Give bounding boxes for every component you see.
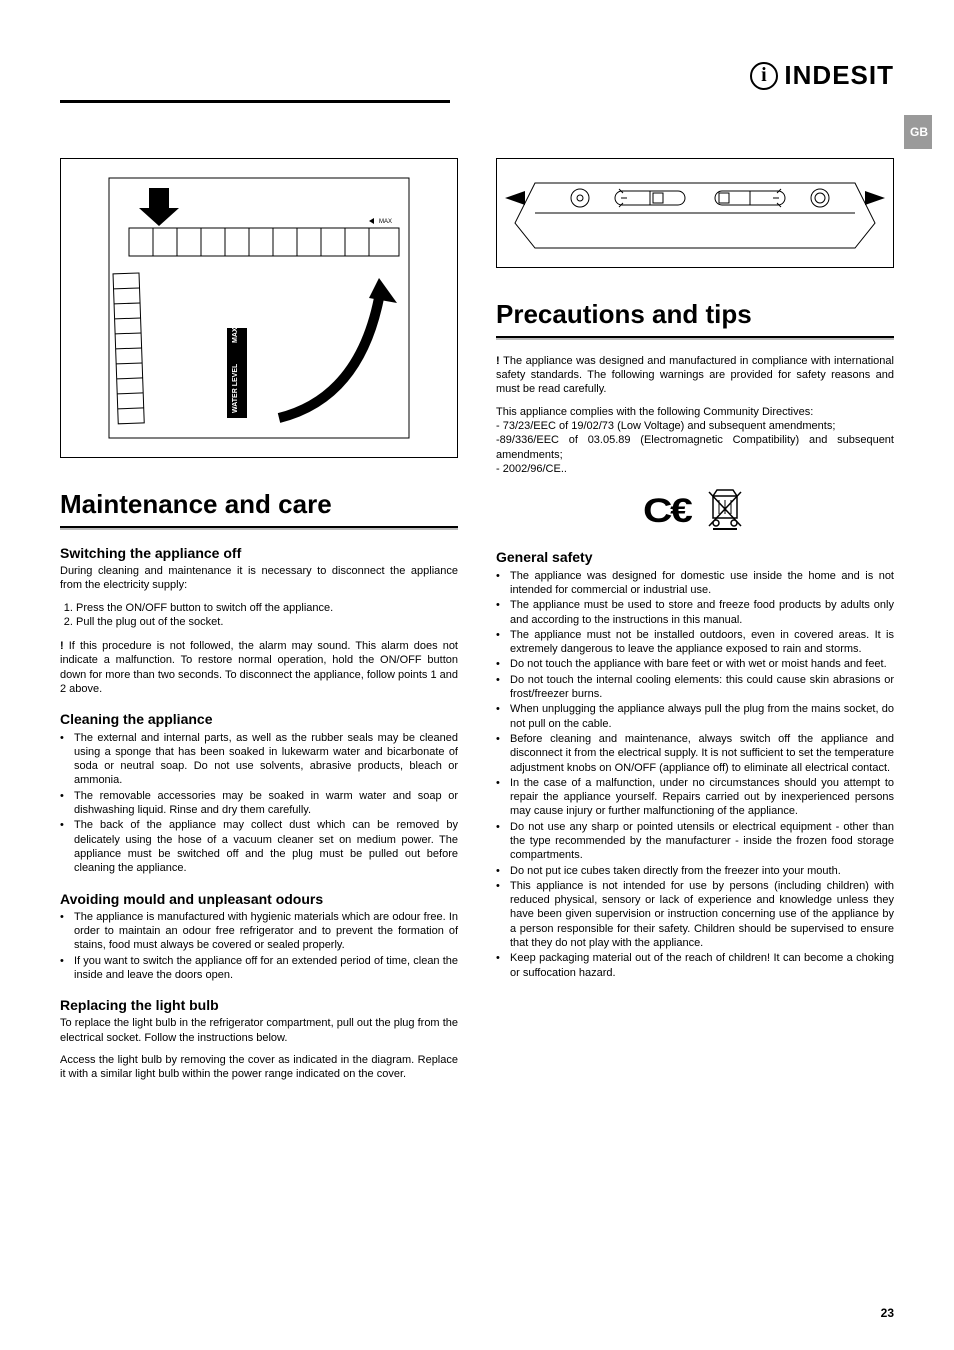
cleaning-item: The back of the appliance may collect du… [60,818,458,875]
general-safety-item: When unplugging the appliance always pul… [496,702,894,731]
top-rule [60,100,450,103]
ice-tray-svg: WATER LEVEL MAX MAX [79,168,439,448]
weee-icon [707,488,743,534]
svg-text:WATER LEVEL: WATER LEVEL [232,363,239,413]
bulb-heading: Replacing the light bulb [60,996,458,1014]
ice-tray-diagram: WATER LEVEL MAX MAX [60,158,458,458]
general-safety-item: Keep packaging material out of the reach… [496,951,894,980]
language-tab: GB [904,115,932,149]
odours-item: The appliance is manufactured with hygie… [60,910,458,953]
switching-off-warning: If this procedure is not followed, the a… [60,639,458,696]
bulb-p1: To replace the light bulb in the refrige… [60,1016,458,1045]
directive-line: -89/336/EEC of 03.05.89 (Electromagnetic… [496,433,894,462]
precautions-intro: The appliance was designed and manufactu… [496,354,894,397]
odours-item: If you want to switch the appliance off … [60,954,458,983]
general-safety-item: The appliance was designed for domestic … [496,569,894,598]
brand-logo: i INDESIT [750,60,894,91]
page-number: 23 [881,1306,894,1320]
general-safety-item: Do not touch the internal cooling elemen… [496,673,894,702]
general-safety-item: In the case of a malfunction, under no c… [496,776,894,819]
general-safety-item: Do not put ice cubes taken directly from… [496,864,894,878]
general-safety-item: Do not use any sharp or pointed utensils… [496,820,894,863]
bulb-p2: Access the light bulb by removing the co… [60,1053,458,1082]
directive-line: - 73/23/EEC of 19/02/73 (Low Voltage) an… [496,419,894,433]
general-safety-item: Do not touch the appliance with bare fee… [496,657,894,671]
cleaning-heading: Cleaning the appliance [60,710,458,728]
heading-underline [496,336,894,340]
precautions-heading: Precautions and tips [496,298,894,332]
general-safety-list: The appliance was designed for domestic … [496,569,894,980]
svg-text:MAX: MAX [379,219,392,225]
cleaning-item: The removable accessories may be soaked … [60,789,458,818]
logo-text: INDESIT [784,60,894,91]
bulb-svg [505,163,885,263]
general-safety-heading: General safety [496,548,894,566]
ce-mark-icon: C€ [643,489,690,533]
directives-intro: This appliance complies with the followi… [496,405,894,419]
heading-underline [60,526,458,530]
left-column: WATER LEVEL MAX MAX Maintenance and care… [60,158,458,1090]
step-1: Press the ON/OFF button to switch off th… [76,601,458,615]
general-safety-item: This appliance is not intended for use b… [496,879,894,950]
step-2: Pull the plug out of the socket. [76,615,458,629]
right-column: Precautions and tips The appliance was d… [496,158,894,1090]
svg-text:MAX: MAX [232,327,239,343]
switching-off-intro: During cleaning and maintenance it is ne… [60,564,458,593]
general-safety-item: Before cleaning and maintenance, always … [496,732,894,775]
compliance-marks: C€ [496,488,894,534]
cleaning-item: The external and internal parts, as well… [60,731,458,788]
directive-line: - 2002/96/CE.. [496,462,894,476]
bulb-diagram [496,158,894,268]
odours-heading: Avoiding mould and unpleasant odours [60,890,458,908]
general-safety-item: The appliance must be used to store and … [496,598,894,627]
general-safety-item: The appliance must not be installed outd… [496,628,894,657]
maintenance-heading: Maintenance and care [60,488,458,522]
switching-off-heading: Switching the appliance off [60,544,458,562]
logo-i-icon: i [750,62,778,90]
